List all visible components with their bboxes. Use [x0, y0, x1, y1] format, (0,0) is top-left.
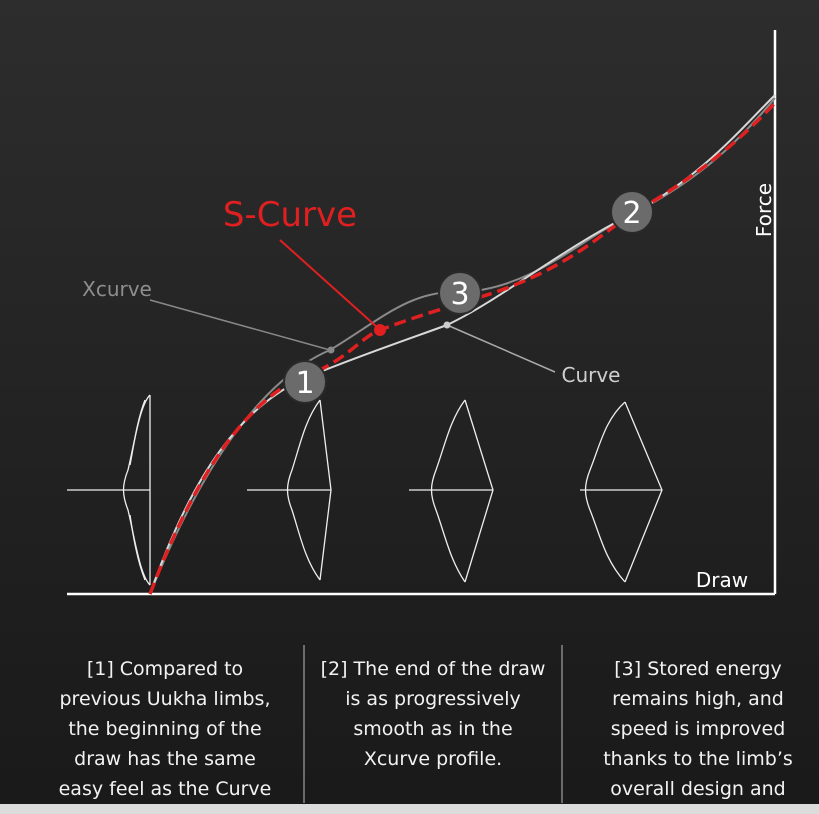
column-text: previous Uukha limbs, — [59, 688, 270, 710]
marker: 2 — [610, 190, 654, 234]
marker: 1 — [283, 360, 327, 404]
marker: 3 — [438, 271, 482, 315]
column-text: thanks to the limb’s — [603, 748, 793, 770]
column-text: speed is improved — [611, 718, 786, 740]
marker-label: 2 — [622, 196, 641, 231]
text-columns: [1] Compared to previous Uukha limbs, the … — [59, 658, 793, 800]
curve-dot — [443, 321, 451, 329]
column-text: draw has the same — [74, 748, 256, 770]
curve-pointer — [446, 324, 556, 373]
column-text: [1] Compared to — [87, 658, 243, 680]
scrollbar — [0, 804, 819, 814]
xcurve-label: Xcurve — [82, 277, 152, 301]
column-text: easy feel as the Curve — [59, 778, 272, 800]
column-text: overall design and — [610, 778, 785, 800]
draw-label: Draw — [696, 568, 748, 592]
xcurve-pointer — [149, 299, 331, 351]
column-text: [2] The end of the draw — [321, 658, 546, 680]
xcurve-dot — [327, 346, 335, 354]
s-curve-pointer — [279, 239, 379, 329]
column-text: Xcurve profile. — [364, 748, 502, 770]
curve-label: Curve — [561, 363, 620, 387]
marker-label: 3 — [450, 277, 469, 312]
force-label: Force — [752, 183, 776, 237]
column-text: is as progressively — [345, 688, 521, 710]
column-text: remains high, and — [612, 688, 784, 710]
column-text: the beginning of the — [68, 718, 261, 740]
bows — [67, 394, 663, 586]
column-text: smooth as in the — [353, 718, 512, 740]
s-curve-line — [148, 101, 777, 595]
marker-label: 1 — [295, 366, 314, 401]
column-text: [3] Stored energy — [614, 658, 781, 680]
s-curve-dot — [374, 324, 386, 336]
s-curve-label: S-Curve — [223, 195, 357, 235]
